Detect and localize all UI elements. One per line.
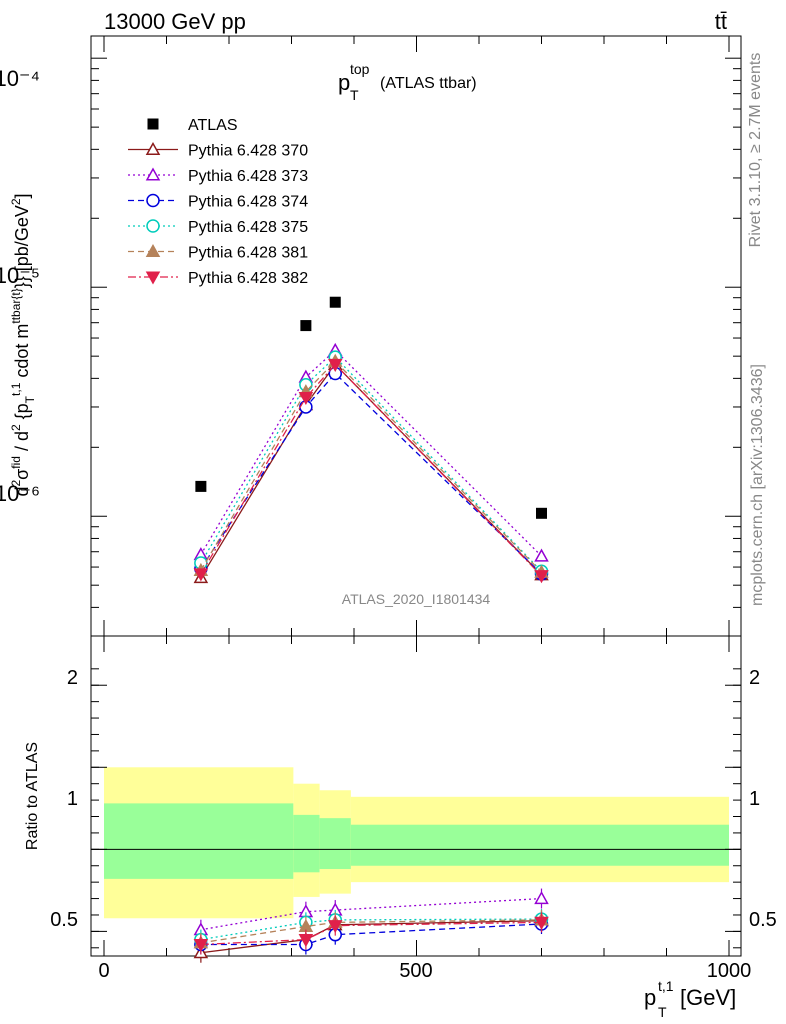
- ytick-ratio-0.5-right: 0.5: [749, 909, 777, 931]
- ratio-axis-ticks: [91, 636, 741, 956]
- svg-text:p: p: [338, 70, 350, 95]
- ytick-main-1e-6: 10⁻⁶: [0, 481, 40, 506]
- series-382: [193, 358, 549, 584]
- data-point-382: [193, 568, 209, 582]
- ratio-line-373: [200, 897, 542, 931]
- data-point-ATLAS: [300, 320, 312, 332]
- ratio-series: [193, 888, 549, 963]
- plot-title: p top T (ATLAS ttbar): [338, 61, 477, 103]
- ratio-uncertainty-bands: [91, 767, 741, 919]
- svg-text:top: top: [350, 61, 370, 77]
- ratio-point-382: [327, 920, 343, 934]
- ratio-point-382: [534, 916, 549, 930]
- series-line-374: [200, 372, 542, 575]
- header-left: 13000 GeV pp: [104, 9, 246, 34]
- series-line-381: [200, 360, 542, 573]
- data-point-ATLAS: [536, 507, 547, 519]
- band-inner-1: [293, 814, 320, 873]
- ratio-line-381: [200, 919, 542, 944]
- legend-entry-374: Pythia 6.428 374: [128, 194, 308, 211]
- analysis-watermark: ATLAS_2020_I1801434: [342, 591, 491, 607]
- rivet-label: Rivet 3.1.10, ≥ 2.7M events: [747, 53, 764, 248]
- series-line-370: [200, 363, 542, 578]
- series-374: [194, 366, 549, 581]
- legend-label: Pythia 6.428 373: [188, 168, 308, 185]
- legend-marker: [145, 243, 161, 258]
- main-panel: 10⁻⁴ 10⁻⁵ 10⁻⁶ d2σfid / d2 {pTt,1 cdot m…: [0, 35, 742, 637]
- mcplots-label: mcplots.cern.ch [arXiv:1306.3436]: [749, 364, 766, 606]
- ratio-series-370: [193, 910, 549, 963]
- legend-label: Pythia 6.428 370: [188, 143, 308, 160]
- series-line-382: [200, 363, 542, 577]
- legend-entry-375: Pythia 6.428 375: [128, 219, 308, 236]
- ratio-series-382: [193, 912, 549, 955]
- series-ATLAS: [195, 296, 547, 519]
- legend-label: Pythia 6.428 382: [188, 270, 308, 287]
- legend-label: Pythia 6.428 381: [188, 245, 308, 262]
- xtick-500: 500: [399, 960, 432, 982]
- data-point-ATLAS: [329, 296, 341, 308]
- xtick-1000: 1000: [707, 960, 752, 982]
- ytick-main-1e-4: 10⁻⁴: [0, 66, 40, 91]
- band-inner-3: [350, 824, 729, 866]
- legend-marker: [145, 271, 161, 285]
- legend-marker: [145, 167, 161, 181]
- legend-entry-370: Pythia 6.428 370: [128, 141, 308, 160]
- ratio-point-382: [193, 938, 209, 953]
- series-line-373: [200, 349, 542, 557]
- data-point-382: [534, 570, 549, 584]
- svg-text:[GeV]: [GeV]: [680, 985, 736, 1010]
- legend-marker: [146, 193, 160, 208]
- x-axis-label: p t,1 T [GeV]: [644, 978, 736, 1020]
- y-axis-label-ratio: Ratio to ATLAS: [24, 742, 41, 850]
- ratio-line-375: [200, 918, 542, 941]
- series-373: [193, 342, 549, 562]
- svg-text:d2σfid / d2 {pTt,1 cdot mttbar: d2σfid / d2 {pTt,1 cdot mttbar{t}}} [pb/…: [9, 193, 37, 496]
- ytick-ratio-2: 2: [67, 667, 78, 689]
- header-right: tt̄: [715, 9, 727, 34]
- band-inner-2: [319, 818, 351, 870]
- legend-label: ATLAS: [188, 117, 238, 134]
- ytick-main-1e-5: 10⁻⁵: [0, 263, 40, 288]
- ratio-point-382: [298, 934, 314, 948]
- svg-text:T: T: [658, 1004, 667, 1020]
- legend: ATLAS Pythia 6.428 370 Pythia 6.428 373 Pyt…: [128, 117, 308, 287]
- series-370: [193, 356, 549, 584]
- ytick-ratio-0.5: 0.5: [50, 909, 78, 931]
- legend-marker: [146, 219, 160, 233]
- ratio-point-373: [534, 891, 549, 905]
- y-axis-label-main: d2σfid / d2 {pTt,1 cdot mttbar{t}}} [pb/…: [9, 193, 37, 496]
- legend-entry-381: Pythia 6.428 381: [128, 243, 308, 262]
- ytick-ratio-1-right: 1: [749, 788, 760, 810]
- data-point-382: [298, 391, 314, 406]
- data-point-ATLAS: [195, 480, 207, 492]
- ytick-ratio-1: 1: [67, 788, 78, 810]
- series-line-375: [200, 356, 542, 572]
- ratio-line-374: [200, 923, 542, 946]
- legend-entry-382: Pythia 6.428 382: [128, 270, 308, 287]
- ratio-panel: 2 1 0.5 2 1 0.5 Ratio to ATLAS 0 500 100…: [24, 635, 777, 1020]
- legend-entry-ATLAS: ATLAS: [147, 117, 238, 134]
- legend-entry-373: Pythia 6.428 373: [128, 167, 308, 185]
- ratio-line-370: [200, 920, 542, 954]
- series-381: [193, 353, 549, 578]
- legend-label: Pythia 6.428 374: [188, 194, 308, 211]
- ytick-ratio-2-right: 2: [749, 667, 760, 689]
- main-series: [193, 296, 549, 584]
- band-inner-0: [104, 803, 294, 879]
- svg-text:T: T: [350, 87, 359, 103]
- data-point-373: [534, 548, 549, 562]
- svg-text:(ATLAS ttbar): (ATLAS ttbar): [380, 75, 477, 92]
- main-axis-ticks: [91, 36, 741, 637]
- legend-marker: [147, 118, 159, 130]
- series-375: [194, 350, 549, 579]
- svg-text:t,1: t,1: [658, 978, 674, 994]
- legend-marker: [145, 141, 161, 156]
- data-point-382: [327, 358, 343, 373]
- svg-text:p: p: [644, 985, 656, 1010]
- ratio-line-382: [200, 921, 542, 946]
- xtick-0: 0: [98, 960, 109, 982]
- legend-label: Pythia 6.428 375: [188, 219, 308, 236]
